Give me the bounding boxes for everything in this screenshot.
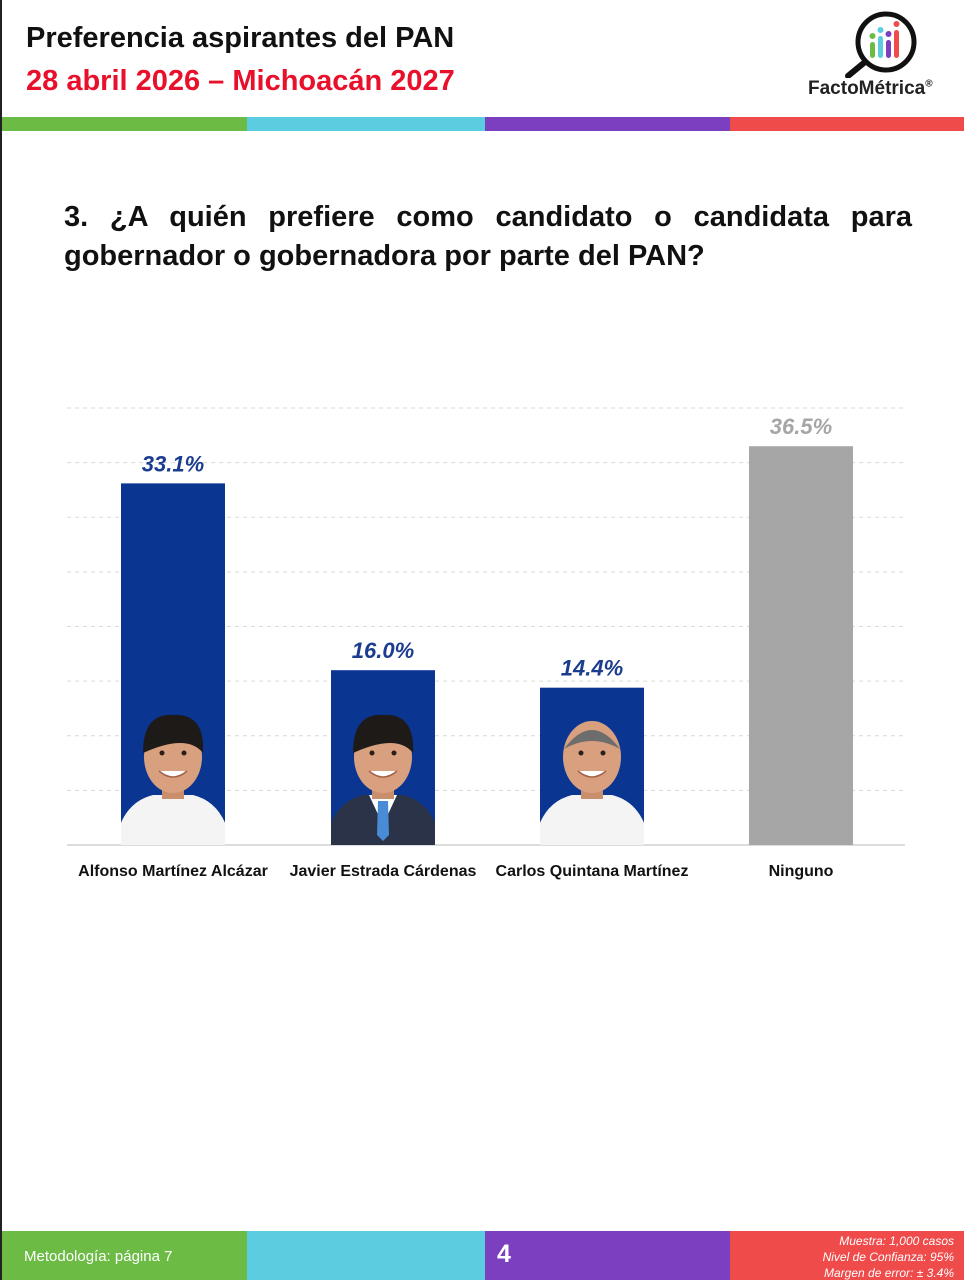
logo-registered: ® xyxy=(925,78,933,90)
page-number: 4 xyxy=(497,1240,511,1268)
stripe-red xyxy=(730,117,964,131)
data-label: 16.0% xyxy=(352,638,414,663)
footer-purple: 4 xyxy=(485,1231,730,1280)
data-label: 33.1% xyxy=(142,451,204,476)
data-label: 14.4% xyxy=(561,656,623,681)
header-subtitle: 28 abril 2026 – Michoacán 2027 xyxy=(26,65,455,97)
bar xyxy=(749,446,853,845)
category-label: Ninguno xyxy=(769,863,834,880)
logo-text: FactoMétrica xyxy=(808,78,926,99)
confidence-level: Nivel de Confianza: 95% xyxy=(822,1250,954,1264)
bar-chart: 33.1% Alfonso Martínez Alcázar 16.0% Javier… xyxy=(67,407,905,880)
footer-cyan xyxy=(247,1231,485,1280)
stripe-purple xyxy=(485,117,730,131)
question-text: 3. ¿A quién prefiere como candidato o ca… xyxy=(64,201,912,272)
category-label: Javier Estrada Cárdenas xyxy=(290,863,477,880)
header-title: Preferencia aspirantes del PAN xyxy=(26,22,455,54)
data-label: 36.5% xyxy=(770,414,832,439)
margin-of-error: Margen de error: ± 3.4% xyxy=(824,1266,954,1280)
category-label: Alfonso Martínez Alcázar xyxy=(78,863,268,880)
footer-red: Muestra: 1,000 casos Nivel de Confianza:… xyxy=(730,1231,964,1280)
stripe-green xyxy=(2,117,247,131)
category-label: Carlos Quintana Martínez xyxy=(496,863,689,880)
factometrica-logo: FactoMétrica® xyxy=(808,6,960,106)
footer-green: Metodología: página 7 xyxy=(2,1231,247,1280)
footer: Metodología: página 7 4 Muestra: 1,000 c… xyxy=(2,1231,964,1280)
magnifier-chart-icon xyxy=(845,11,917,79)
color-stripe xyxy=(2,117,964,131)
sample-size: Muestra: 1,000 casos xyxy=(839,1234,954,1248)
survey-stats: Muestra: 1,000 casos Nivel de Confianza:… xyxy=(823,1233,954,1281)
stripe-cyan xyxy=(247,117,485,131)
candidate-photo xyxy=(331,714,435,845)
methodology-link[interactable]: Metodología: página 7 xyxy=(24,1248,173,1265)
candidate-photo xyxy=(121,714,225,845)
candidate-photo xyxy=(540,721,644,845)
